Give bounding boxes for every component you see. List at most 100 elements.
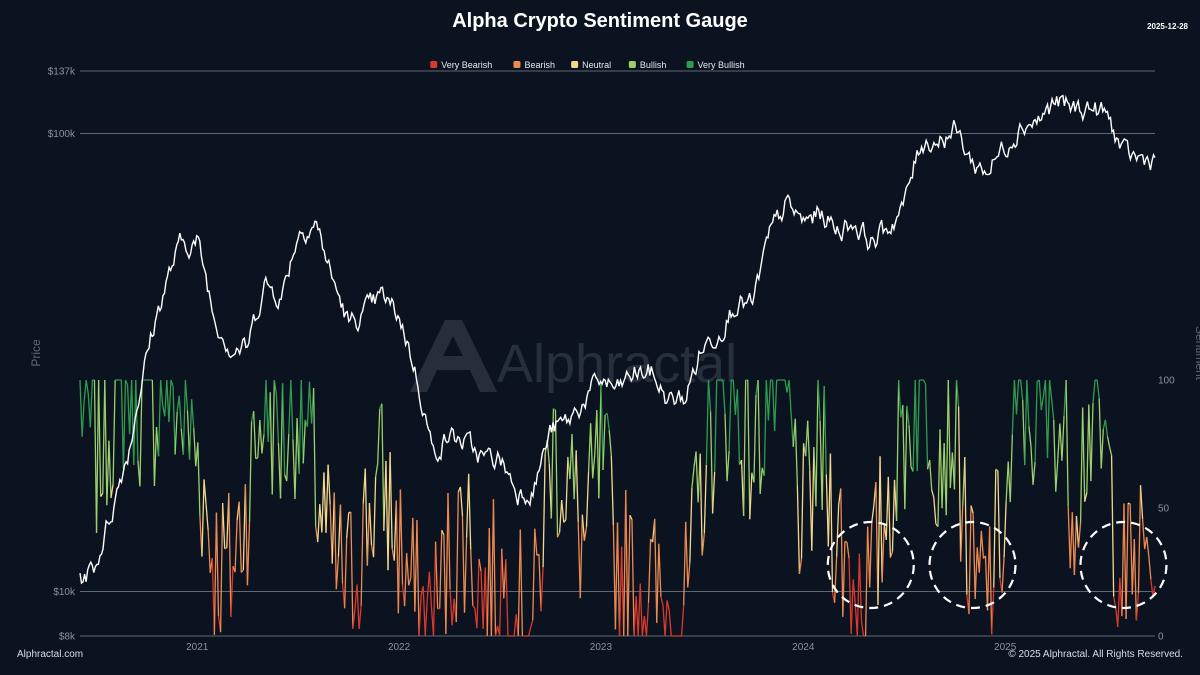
sentiment-segment [95, 379, 100, 533]
sentiment-segment [352, 609, 356, 629]
sentiment-segment [658, 543, 662, 597]
sentiment-segment [538, 554, 542, 612]
sentiment-segment [924, 383, 929, 470]
sentiment-segment [850, 579, 854, 635]
sentiment-segment [178, 395, 182, 429]
sentiment-segment [387, 452, 391, 571]
sentiment-segment [188, 399, 193, 460]
chart-title: Alpha Crypto Sentiment Gauge [452, 10, 748, 32]
sentiment-segment [83, 379, 87, 402]
sentiment-segment [714, 379, 718, 473]
sentiment-segment [1113, 596, 1117, 608]
sentiment-segment [343, 537, 348, 609]
sentiment-segment [439, 530, 443, 609]
sentiment-segment [683, 521, 687, 606]
sentiment-segment [565, 456, 569, 520]
sentiment-segment [664, 600, 668, 637]
sentiment-segment [1096, 379, 1100, 399]
sentiment-segment [1001, 556, 1005, 593]
sentiment-segment [281, 383, 286, 475]
alphractal-logo-mark [410, 320, 497, 392]
sentiment-segment [978, 530, 982, 573]
sentiment-segment [81, 401, 85, 437]
chart-legend: Very Bearish Bearish Neutral Bullish Very Bu… [430, 60, 745, 70]
sentiment-segment [807, 420, 811, 471]
sentiment-segment [501, 548, 505, 599]
chart-axes: $137k $100k $10k $8k 100 50 0 2021 2022 2023 2024 2… [29, 67, 1200, 654]
sentiment-segment [1067, 506, 1071, 569]
sentiment-segment [1030, 445, 1034, 485]
sentiment-segment [139, 379, 143, 487]
sentiment-segment [399, 489, 404, 585]
sentiment-segment [273, 379, 278, 395]
sentiment-segment [687, 562, 691, 588]
sentiment-segment [749, 472, 753, 520]
sentiment-segment [358, 605, 362, 630]
sentiment-segment [228, 492, 232, 618]
sentiment-segment [666, 600, 670, 611]
watermark-text: Alphractal [497, 334, 737, 394]
sentiment-segment [558, 500, 563, 533]
sentiment-tick-label: 0 [1158, 632, 1164, 643]
footer-site: Alphractal.com [17, 649, 84, 660]
sentiment-segment [434, 541, 439, 609]
sentiment-segment [668, 610, 672, 637]
sentiment-segment [253, 411, 257, 459]
sentiment-segment [461, 515, 466, 613]
sentiment-segment [647, 539, 652, 603]
sentiment-segment [711, 471, 716, 514]
sentiment-segment [957, 406, 962, 562]
sentiment-segment [108, 440, 112, 498]
sentiment-segment [455, 492, 459, 623]
chart-annotations [826, 520, 1168, 610]
sentiment-segment [800, 443, 805, 559]
sentiment-segment [974, 547, 978, 599]
sentiment-segment [542, 454, 546, 568]
price-tick-label: $137k [48, 67, 76, 78]
sentiment-segment [722, 379, 726, 414]
sentiment-segment [1127, 502, 1131, 505]
sentiment-segment [385, 461, 389, 571]
sentiment-segment [1050, 398, 1055, 420]
sentiment-segment [93, 379, 98, 533]
year-tick-label: 2024 [792, 642, 815, 653]
sentiment-segment [577, 522, 581, 599]
chart-gridlines [80, 70, 1155, 637]
sentiment-segment [585, 472, 590, 527]
sentiment-segment [701, 533, 705, 556]
sentiment-segment [416, 520, 420, 637]
sentiment-segment [879, 456, 883, 583]
sentiment-segment [1046, 379, 1051, 458]
sentiment-segment [271, 379, 275, 495]
sentiment-segment [290, 379, 294, 440]
sentiment-segment [869, 522, 873, 588]
sentiment-segment [374, 463, 379, 477]
sentiment-segment [104, 379, 108, 506]
sentiment-segment [796, 485, 801, 574]
sentiment-segment [441, 529, 445, 536]
sentiment-series [79, 379, 1156, 637]
report-date: 2025-12-28 [1147, 22, 1188, 31]
sentiment-segment [135, 379, 139, 461]
sentiment-segment [1019, 379, 1024, 401]
sentiment-segment [881, 523, 885, 583]
sentiment-segment [589, 423, 594, 479]
sentiment-segment [182, 379, 187, 455]
sentiment-segment [945, 379, 949, 516]
sentiment-segment [1073, 515, 1078, 576]
sentiment-segment [1092, 379, 1096, 404]
sentiment-segment [815, 379, 819, 507]
sentiment-segment [844, 540, 848, 543]
sentiment-segment [691, 467, 695, 488]
sentiment-segment [639, 583, 643, 637]
sentiment-segment [656, 543, 660, 623]
sentiment-segment [261, 434, 265, 454]
sentiment-segment [798, 558, 803, 575]
sentiment-segment [1098, 398, 1102, 469]
sentiment-segment [625, 490, 629, 637]
sentiment-segment [532, 528, 536, 621]
sentiment-segment [1137, 485, 1142, 594]
sentiment-segment [389, 452, 393, 549]
sentiment-segment [660, 596, 664, 606]
